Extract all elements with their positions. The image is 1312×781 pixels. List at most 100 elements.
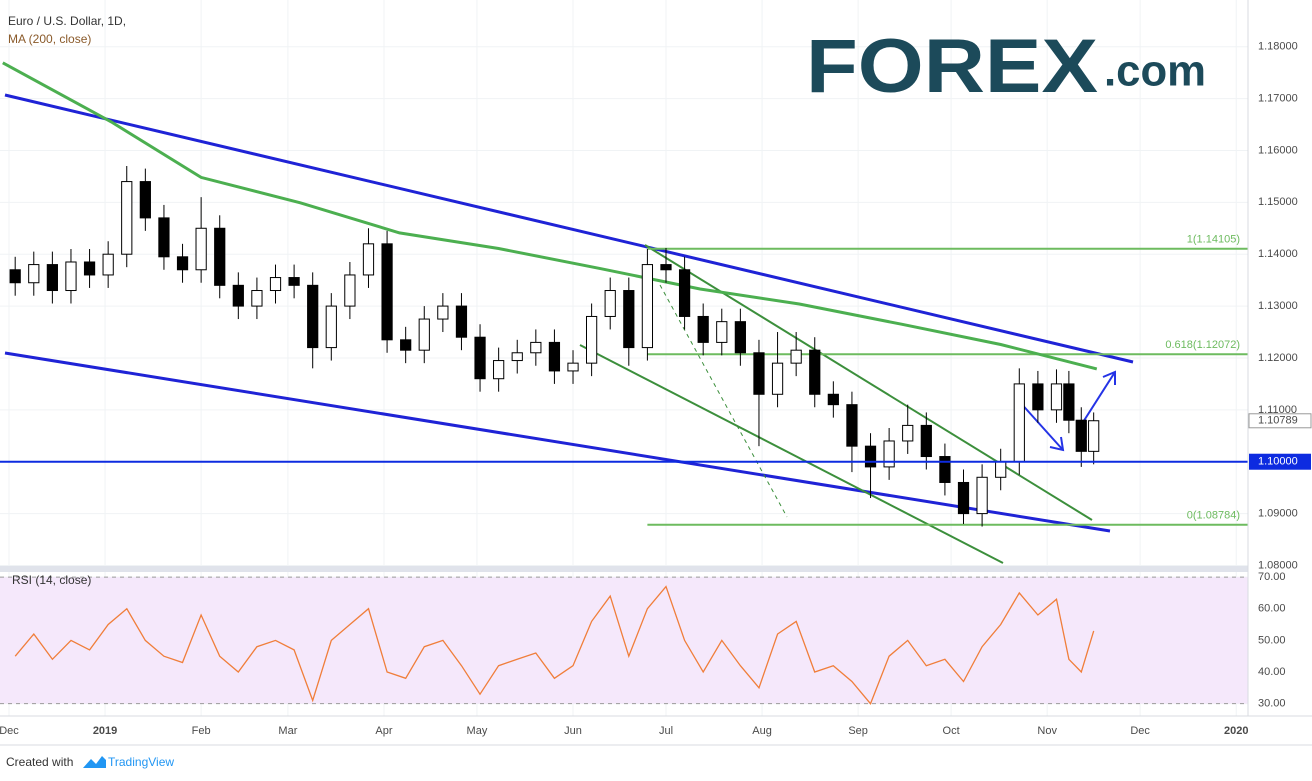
candle-body: [400, 339, 412, 351]
x-tick-label: Mar: [278, 725, 297, 737]
x-tick-label: Nov: [1037, 725, 1057, 737]
candle-body: [418, 318, 430, 351]
arrow-head: [1102, 370, 1116, 385]
y-tick-label: 70.00: [1258, 571, 1286, 583]
candle-body: [139, 181, 151, 219]
arrow: [1017, 399, 1064, 451]
x-tick-label: Jun: [564, 725, 582, 737]
y-tick-label: 1.09000: [1258, 508, 1298, 520]
x-tick-label: Apr: [375, 725, 392, 737]
candle-body: [381, 243, 393, 341]
candle-body: [586, 315, 598, 364]
candle-body: [121, 181, 133, 255]
y-tick-label: 1.15000: [1258, 196, 1298, 208]
candle-body: [362, 243, 375, 276]
x-tick-label: Dec: [0, 725, 19, 737]
channel-line: [579, 344, 1004, 564]
candle-body: [176, 256, 189, 271]
candle-body: [660, 264, 672, 271]
x-tick-label: Oct: [943, 725, 960, 737]
candle-body: [846, 404, 858, 447]
candle-body: [827, 393, 839, 406]
y-tick-label: 50.00: [1258, 634, 1286, 646]
candle-body: [83, 261, 96, 276]
candle-body: [641, 264, 654, 349]
candle-body: [883, 440, 895, 468]
x-tick-label: Feb: [192, 725, 211, 737]
candle-body: [307, 284, 319, 349]
candle-body: [548, 341, 561, 372]
candle-body: [995, 461, 1007, 478]
candle-body: [511, 352, 523, 362]
price-label: 1.10000: [1258, 456, 1298, 468]
candle-body: [530, 341, 542, 354]
logo-suffix: .com: [1104, 47, 1206, 96]
candle-body: [232, 284, 244, 307]
candle-body: [1075, 419, 1087, 452]
y-tick-label: 1.17000: [1258, 92, 1298, 104]
legend-entry: MA (200, close): [8, 32, 91, 46]
x-tick-label: Dec: [1130, 725, 1150, 737]
candle-body: [46, 264, 58, 292]
candle-body: [269, 277, 282, 292]
tradingview-icon: [83, 756, 106, 768]
last-price-box: [1248, 413, 1312, 429]
candle-body: [1063, 383, 1075, 421]
x-tick-label: 2020: [1224, 725, 1248, 737]
candle-body: [288, 277, 300, 286]
y-tick-label: 40.00: [1258, 666, 1286, 678]
candle-body: [65, 261, 77, 292]
candle-body: [809, 349, 821, 395]
candle-body: [920, 424, 932, 458]
y-tick-label: 1.16000: [1258, 144, 1298, 156]
candle-body: [158, 217, 170, 258]
footer-text: Created with: [6, 755, 73, 769]
candle-body: [678, 269, 691, 317]
candle-body: [325, 305, 337, 349]
y-tick-label: 1.12000: [1258, 352, 1298, 364]
candle-body: [939, 456, 951, 483]
trend-line: [4, 93, 1134, 364]
candle-body: [864, 445, 877, 468]
y-tick-label: 1.13000: [1258, 300, 1298, 312]
candle-body: [790, 349, 802, 364]
y-tick-label: 1.08000: [1258, 559, 1298, 571]
candle-body: [567, 362, 579, 372]
last-price-label: 1.10789: [1258, 415, 1298, 427]
candle-body: [437, 305, 449, 320]
candle-body: [344, 274, 356, 307]
candle-body: [957, 481, 970, 515]
price-label-box: [1249, 453, 1311, 470]
candle-body: [1032, 383, 1044, 411]
fib-label: 0(1.08784): [1187, 510, 1240, 522]
candle-body: [976, 476, 988, 515]
rsi-line: [14, 585, 1095, 705]
y-tick-label: 1.18000: [1258, 41, 1298, 53]
x-tick-label: 2019: [93, 725, 117, 737]
y-tick-label: 30.00: [1258, 698, 1286, 710]
pane-separator: [0, 566, 1248, 572]
candle-body: [697, 315, 709, 343]
rsi-title: RSI (14, close): [12, 573, 91, 587]
candle-body: [1050, 383, 1063, 411]
candle-body: [716, 321, 728, 343]
x-tick-label: Sep: [848, 725, 868, 737]
candle-body: [214, 227, 226, 286]
chart-title: Euro / U.S. Dollar, 1D,: [8, 14, 126, 28]
fib-label: 0.618(1.12072): [1165, 339, 1240, 351]
x-tick-label: Jul: [659, 725, 673, 737]
candle-body: [771, 362, 784, 395]
x-tick-label: May: [467, 725, 488, 737]
fib-label: 1(1.14105): [1187, 234, 1240, 246]
y-tick-label: 1.14000: [1258, 248, 1298, 260]
footer-brand[interactable]: TradingView: [108, 755, 174, 769]
candle-body: [28, 264, 40, 284]
candle-body: [9, 269, 21, 284]
x-tick-label: Aug: [752, 725, 772, 737]
y-tick-label: 1.11000: [1258, 404, 1297, 416]
candle-body: [734, 321, 746, 354]
candle-body: [753, 352, 765, 395]
candle-body: [604, 290, 616, 317]
logo: FOREX: [806, 24, 1098, 109]
